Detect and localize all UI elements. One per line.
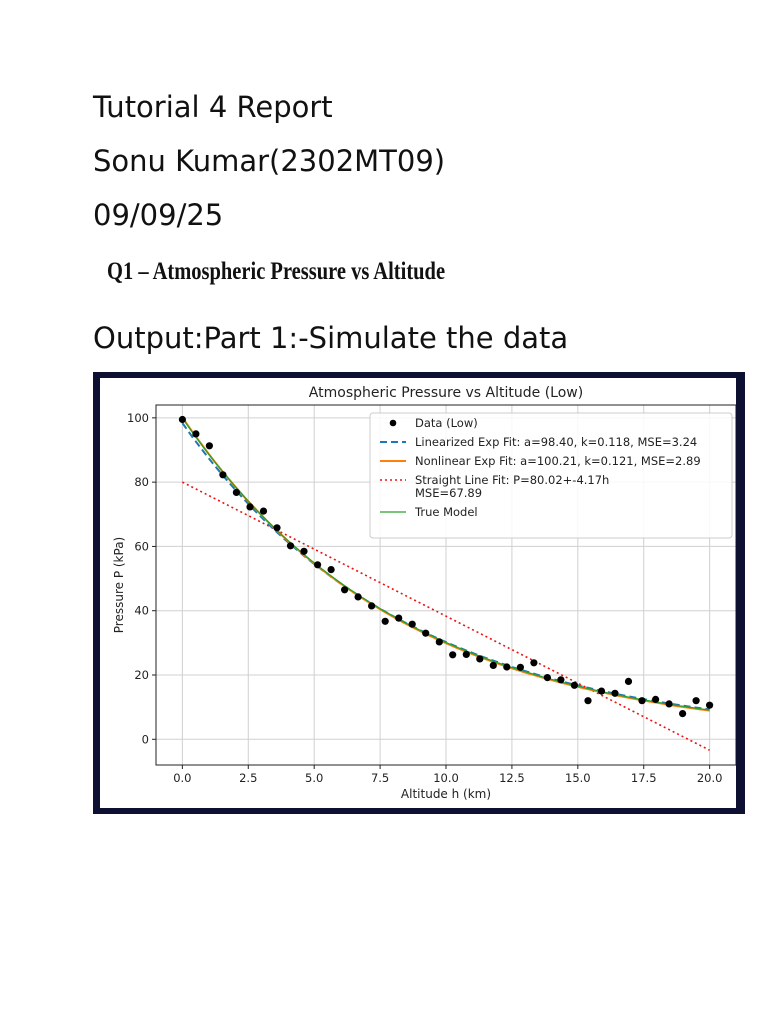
date-line: 09/09/25 <box>93 198 224 232</box>
data-point <box>219 471 227 479</box>
data-point <box>652 695 660 703</box>
legend-label: Nonlinear Exp Fit: a=100.21, k=0.121, MS… <box>415 454 701 468</box>
legend-label: MSE=67.89 <box>415 486 482 500</box>
data-point <box>530 659 538 667</box>
data-point <box>178 415 186 424</box>
legend-box <box>369 412 733 539</box>
x-tick-label: 10.0 <box>433 771 459 785</box>
section-heading: Output:Part 1:-Simulate the data <box>93 321 569 355</box>
legend-label: True Model <box>414 505 478 519</box>
legend-label: Linearized Exp Fit: a=98.40, k=0.118, MS… <box>415 435 697 449</box>
data-point <box>273 524 281 532</box>
series-line-3 <box>182 481 710 751</box>
legend-marker-points <box>389 419 397 427</box>
pressure-altitude-chart: Atmospheric Pressure vs Altitude (Low) 0… <box>100 378 736 808</box>
data-point <box>422 629 430 637</box>
data-point <box>543 674 551 682</box>
chart-ticks: 0.0 2.5 5.0 7.5 10.0 12.5 15.0 17.5 20.0 0 20 40 60 8… <box>127 411 722 785</box>
data-point <box>638 697 646 705</box>
data-point <box>624 677 633 685</box>
x-tick-label: 12.5 <box>499 771 525 785</box>
data-point <box>246 503 254 511</box>
data-point <box>557 676 565 684</box>
data-point <box>665 700 673 708</box>
data-point <box>314 561 322 569</box>
data-point <box>354 593 362 601</box>
x-tick-label: 0.0 <box>173 771 191 785</box>
data-point <box>381 617 389 625</box>
legend-label: Data (Low) <box>415 416 478 430</box>
legend-label: Straight Line Fit: P=80.02+-4.17h <box>415 473 609 487</box>
y-tick-label: 60 <box>134 539 149 553</box>
data-point <box>462 650 470 658</box>
series-line-4 <box>181 417 710 711</box>
data-point <box>584 697 592 705</box>
data-point <box>516 663 524 671</box>
data-point <box>489 661 497 669</box>
data-point <box>408 620 416 628</box>
chart-plot-area <box>178 415 714 751</box>
data-point <box>192 430 200 438</box>
chart-title: Atmospheric Pressure vs Altitude (Low) <box>309 385 583 401</box>
y-tick-label: 20 <box>134 668 149 682</box>
data-point <box>300 547 308 555</box>
chart-figure-frame: Atmospheric Pressure vs Altitude (Low) 0… <box>93 372 745 814</box>
data-point <box>503 663 511 671</box>
x-tick-label: 5.0 <box>305 771 323 785</box>
x-tick-label: 2.5 <box>239 771 257 785</box>
data-point <box>232 488 240 496</box>
data-point <box>205 442 213 450</box>
y-tick-label: 100 <box>127 411 149 425</box>
data-point <box>368 602 376 610</box>
report-title: Tutorial 4 Report <box>93 90 333 124</box>
x-tick-label: 20.0 <box>697 771 723 785</box>
x-tick-label: 17.5 <box>631 771 657 785</box>
x-axis-label: Altitude h (km) <box>401 787 491 801</box>
data-point <box>286 542 295 550</box>
author-line: Sonu Kumar(2302MT09) <box>93 144 446 178</box>
data-point <box>611 689 619 697</box>
data-point <box>679 710 687 718</box>
data-point <box>706 701 714 709</box>
data-point <box>435 638 443 646</box>
x-tick-label: 15.0 <box>565 771 591 785</box>
data-point <box>259 507 268 515</box>
data-point <box>449 651 457 659</box>
data-point <box>395 614 403 622</box>
y-axis-label: Pressure P (kPa) <box>112 537 126 633</box>
y-tick-label: 0 <box>142 732 149 746</box>
y-tick-label: 80 <box>134 475 149 489</box>
data-point <box>597 687 606 695</box>
data-point <box>341 586 349 594</box>
x-tick-label: 7.5 <box>371 771 389 785</box>
data-point <box>570 681 578 689</box>
data-point <box>327 566 335 574</box>
data-point <box>692 697 700 705</box>
chart-legend: Data (Low) Linearized Exp Fit: a=98.40, k… <box>369 412 733 539</box>
data-point <box>476 655 484 663</box>
y-tick-label: 40 <box>134 604 149 618</box>
question-heading: Q1 – Atmospheric Pressure vs Altitude <box>107 258 446 285</box>
